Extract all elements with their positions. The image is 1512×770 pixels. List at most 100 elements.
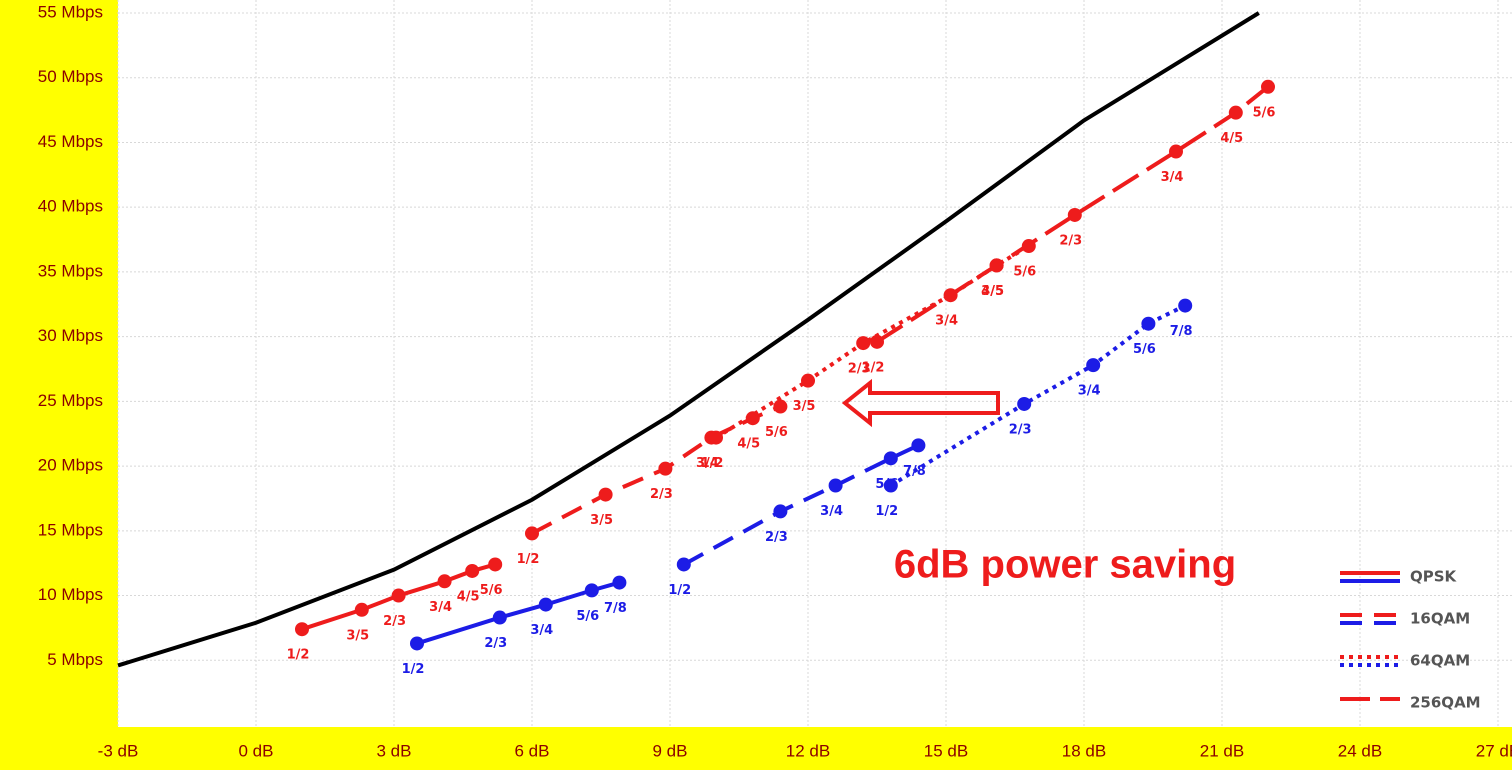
legend-label: 16QAM [1410,610,1470,628]
point [883,478,898,493]
point [410,636,424,651]
point-label: 2/3 [1059,233,1082,248]
x-tick-label: 15 dB [924,741,968,760]
x-tick-label: -3 dB [98,741,139,760]
point [1228,105,1243,120]
point-label: 3/5 [590,513,613,528]
point-label: 2/3 [765,530,788,545]
point-label: 5/6 [1013,265,1036,280]
point-label: 3/5 [346,628,369,643]
point-label: 4/5 [457,589,480,604]
axes: -3 dB 0 dB 3 dB 6 dB 9 dB 12 dB 15 dB 18 dB 21 d… [38,2,1512,760]
x-tick-label: 0 dB [239,741,274,760]
point [584,583,599,598]
point [911,438,926,453]
point-label: 3/5 [981,284,1004,299]
x-tick-label: 12 dB [786,741,830,760]
point [612,575,627,590]
point-label: 4/5 [981,284,1004,299]
point-label: 1/2 [402,662,425,677]
point [1017,396,1032,411]
y-tick-label: 20 Mbps [38,456,103,475]
point-label: 1/2 [875,504,898,519]
point-label: 5/6 [576,609,599,624]
y-tick-label: 50 Mbps [38,67,103,86]
point-label: 2/3 [650,487,673,502]
plot-area [118,0,1512,727]
point [870,334,884,349]
point-label: 2/3 [383,614,406,629]
point-label: 5/6 [1253,105,1276,120]
point [883,451,898,466]
x-tick-label: 6 dB [515,741,550,760]
point [828,478,843,493]
y-tick-label: 10 Mbps [38,585,103,604]
point [709,430,723,445]
point [1141,316,1156,331]
point [1086,358,1101,373]
point-label: 2/3 [484,636,507,651]
point-label: 3/4 [429,600,452,615]
point-label: 3/4 [1161,170,1184,185]
point [801,373,815,388]
point [658,461,673,476]
point-label: 3/4 [935,314,958,329]
point-label: 1/2 [862,360,885,375]
point [989,258,1004,273]
point-label: 5/6 [765,425,788,440]
point-label: 1/2 [517,552,540,567]
point-label: 3/4 [1078,384,1101,399]
point [1169,144,1183,159]
point [538,597,553,612]
point [354,602,369,617]
point [295,622,309,637]
point [525,526,539,541]
y-tick-label: 15 Mbps [38,520,103,539]
x-tick-label: 3 dB [377,741,412,760]
point-label: 1/2 [701,456,724,471]
y-tick-label: 55 Mbps [38,2,103,21]
legend-label: 64QAM [1410,652,1470,670]
y-tick-label: 35 Mbps [38,261,103,280]
point-label: 4/5 [737,437,760,452]
y-tick-label: 25 Mbps [38,391,103,410]
point-label: 2/3 [848,362,871,377]
x-tick-label: 9 dB [653,741,688,760]
series-layer: 1/23/52/33/44/5 5/61/22/33/45/67/81/23/52… [117,11,1276,677]
point [1261,79,1275,94]
point [1178,298,1193,313]
point-label: 7/8 [604,601,627,616]
point-label: 3/4 [696,456,719,471]
point-label: 7/8 [1170,324,1193,339]
point [676,557,691,572]
point-label: 3/4 [530,623,553,638]
x-tick-label: 21 dB [1200,741,1244,760]
y-tick-label: 40 Mbps [38,197,103,216]
point-label: 1/2 [287,648,310,663]
point [856,336,871,351]
point [391,588,406,603]
point [1067,207,1082,222]
legend-label: QPSK [1410,568,1458,586]
point [492,610,507,625]
point [773,504,788,519]
point-label: 3/5 [793,399,816,414]
point-label: 5/6 [480,583,503,598]
point [437,574,452,589]
series-line [117,11,1260,668]
y-tick-label: 30 Mbps [38,326,103,345]
x-tick-label: 27 dB [1476,741,1512,760]
point-label: 2/3 [1009,422,1032,437]
legend-label: 256QAM [1410,694,1481,712]
legend: QPSK 16QAM 64QAM 256QAM [1340,568,1481,712]
point [773,399,788,414]
point [598,487,613,502]
point-label: 1/2 [668,583,691,598]
y-tick-label: 45 Mbps [38,132,103,151]
y-tick-label: 5 Mbps [47,650,103,669]
arrow [841,378,1000,428]
grid [117,0,1512,727]
point-label: 3/4 [820,504,843,519]
